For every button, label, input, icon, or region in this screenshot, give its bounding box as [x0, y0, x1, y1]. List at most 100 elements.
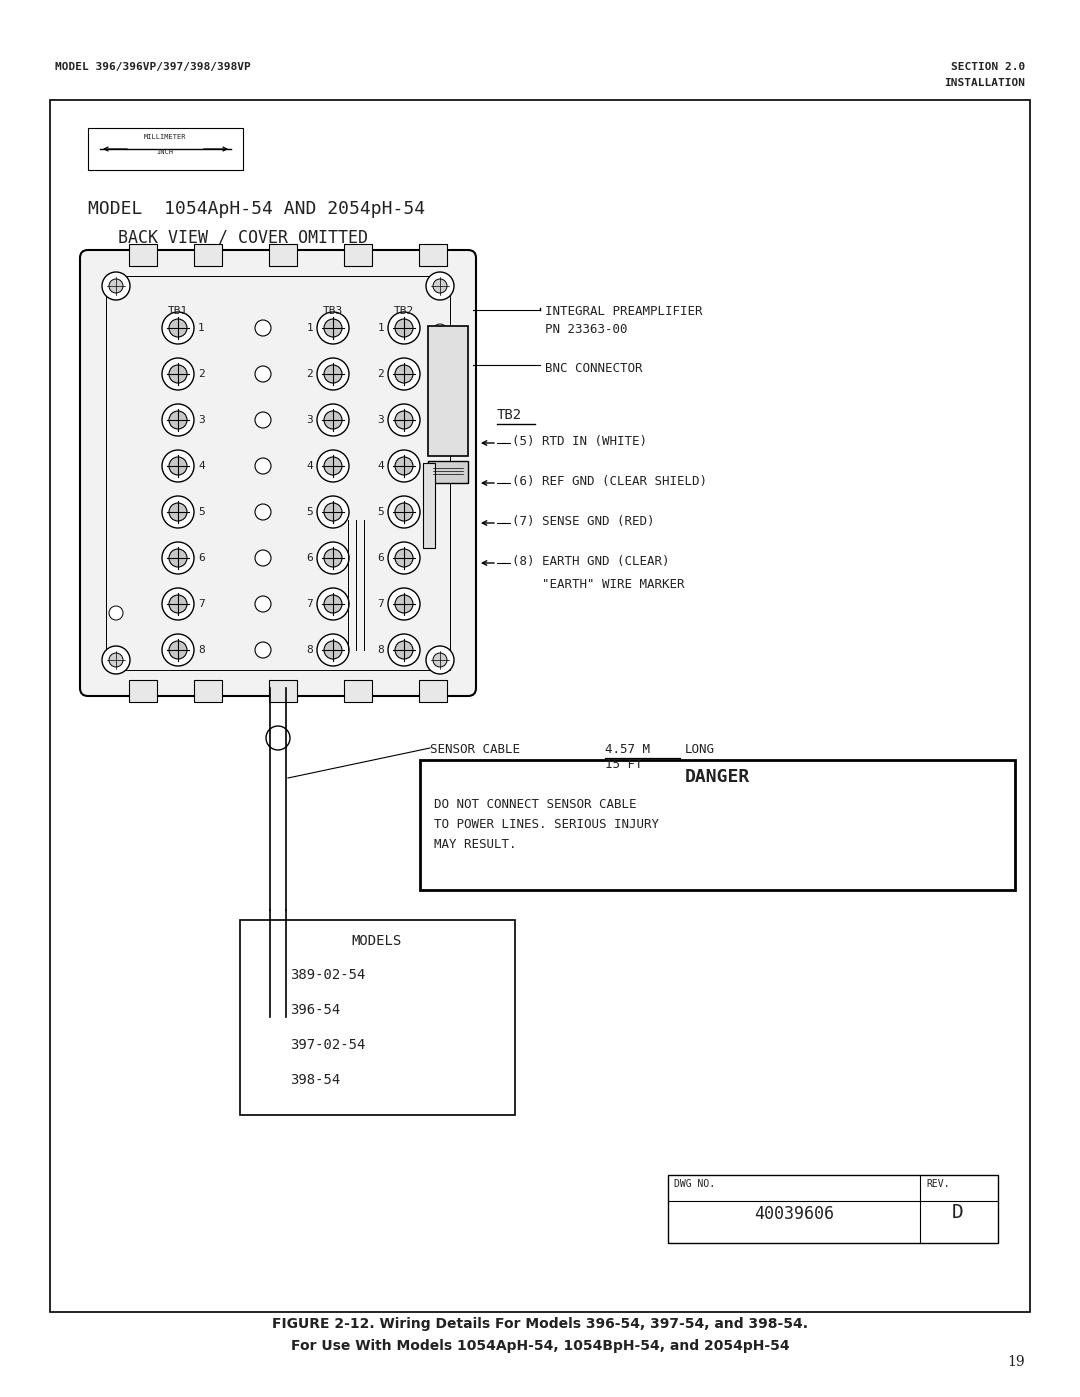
Circle shape [168, 457, 187, 475]
FancyBboxPatch shape [80, 250, 476, 696]
Circle shape [388, 358, 420, 390]
Circle shape [318, 312, 349, 344]
Circle shape [388, 312, 420, 344]
Text: For Use With Models 1054ApH-54, 1054BpH-54, and 2054pH-54: For Use With Models 1054ApH-54, 1054BpH-… [291, 1338, 789, 1354]
Text: INTEGRAL PREAMPLIFIER: INTEGRAL PREAMPLIFIER [545, 305, 702, 319]
Text: FIGURE 2-12. Wiring Details For Models 396-54, 397-54, and 398-54.: FIGURE 2-12. Wiring Details For Models 3… [272, 1317, 808, 1331]
Bar [269, 244, 297, 265]
Text: 5: 5 [377, 507, 384, 517]
Circle shape [318, 450, 349, 482]
Text: (8) EARTH GND (CLEAR): (8) EARTH GND (CLEAR) [512, 556, 670, 569]
Circle shape [426, 272, 454, 300]
Bar [87, 129, 243, 170]
Circle shape [102, 645, 130, 673]
Bar [345, 680, 372, 703]
Circle shape [388, 588, 420, 620]
Circle shape [255, 643, 271, 658]
Text: 8: 8 [307, 645, 313, 655]
Circle shape [395, 365, 413, 383]
Circle shape [255, 458, 271, 474]
Text: 396-54: 396-54 [291, 1003, 340, 1017]
Circle shape [162, 450, 194, 482]
Bar [428, 461, 468, 483]
Text: MODEL 396/396VP/397/398/398VP: MODEL 396/396VP/397/398/398VP [55, 61, 251, 73]
Circle shape [318, 358, 349, 390]
Circle shape [395, 319, 413, 337]
Text: 3: 3 [307, 415, 313, 425]
Circle shape [433, 652, 447, 666]
Text: 397-02-54: 397-02-54 [291, 1038, 365, 1052]
Text: 4: 4 [198, 461, 205, 471]
Text: PN 23363-00: PN 23363-00 [545, 323, 627, 337]
Text: 7: 7 [377, 599, 384, 609]
Text: SENSOR CABLE: SENSOR CABLE [430, 743, 519, 756]
Circle shape [162, 542, 194, 574]
Circle shape [395, 411, 413, 429]
Text: 19: 19 [1008, 1355, 1025, 1369]
Text: D: D [953, 1203, 963, 1222]
Text: (7) SENSE GND (RED): (7) SENSE GND (RED) [512, 515, 654, 528]
Circle shape [162, 312, 194, 344]
Text: 6: 6 [377, 553, 384, 563]
Bar [428, 326, 468, 455]
Text: 40039606: 40039606 [754, 1206, 834, 1222]
Text: 389-02-54: 389-02-54 [291, 968, 365, 982]
Bar [194, 680, 222, 703]
Text: REV.: REV. [926, 1179, 949, 1189]
Bar [420, 760, 1015, 890]
Text: 6: 6 [198, 553, 205, 563]
Text: 4: 4 [377, 461, 384, 471]
Circle shape [162, 496, 194, 528]
Text: DWG NO.: DWG NO. [674, 1179, 715, 1189]
Circle shape [168, 503, 187, 521]
Text: TB2: TB2 [497, 408, 522, 422]
Circle shape [266, 726, 291, 750]
Text: 398-54: 398-54 [291, 1073, 340, 1087]
Text: 4: 4 [307, 461, 313, 471]
Text: DO NOT CONNECT SENSOR CABLE: DO NOT CONNECT SENSOR CABLE [434, 798, 636, 812]
Text: INCH: INCH [157, 149, 174, 155]
Circle shape [388, 634, 420, 666]
Bar [345, 244, 372, 265]
Circle shape [162, 358, 194, 390]
Text: MODEL  1054ApH-54 AND 2054pH-54: MODEL 1054ApH-54 AND 2054pH-54 [87, 200, 426, 218]
Text: TB1: TB1 [167, 306, 188, 316]
Circle shape [162, 404, 194, 436]
Text: 1: 1 [377, 323, 384, 332]
Circle shape [168, 411, 187, 429]
Circle shape [395, 457, 413, 475]
Circle shape [395, 641, 413, 659]
Text: LONG: LONG [685, 743, 715, 756]
Text: TB2: TB2 [394, 306, 414, 316]
Bar [669, 1175, 998, 1243]
Circle shape [102, 272, 130, 300]
Bar [269, 680, 297, 703]
Text: 15 FT: 15 FT [605, 759, 643, 771]
Text: 1: 1 [307, 323, 313, 332]
Text: (6) REF GND (CLEAR SHIELD): (6) REF GND (CLEAR SHIELD) [512, 475, 707, 489]
Text: 1: 1 [198, 323, 205, 332]
Circle shape [324, 503, 342, 521]
Bar [106, 277, 450, 671]
Text: DANGER: DANGER [685, 768, 750, 787]
Circle shape [168, 549, 187, 567]
Circle shape [324, 641, 342, 659]
Text: 3: 3 [377, 415, 384, 425]
Bar [50, 101, 1030, 1312]
Text: 8: 8 [377, 645, 384, 655]
Text: 5: 5 [307, 507, 313, 517]
Text: TO POWER LINES. SERIOUS INJURY: TO POWER LINES. SERIOUS INJURY [434, 819, 659, 831]
Bar [194, 244, 222, 265]
Circle shape [318, 588, 349, 620]
Bar [423, 462, 435, 548]
Text: MILLIMETER: MILLIMETER [144, 134, 186, 140]
Text: 3: 3 [198, 415, 205, 425]
Bar [129, 680, 157, 703]
Circle shape [168, 319, 187, 337]
Circle shape [324, 595, 342, 613]
Circle shape [388, 450, 420, 482]
Text: 2: 2 [198, 369, 205, 379]
Circle shape [162, 588, 194, 620]
Text: 6: 6 [307, 553, 313, 563]
Circle shape [318, 542, 349, 574]
